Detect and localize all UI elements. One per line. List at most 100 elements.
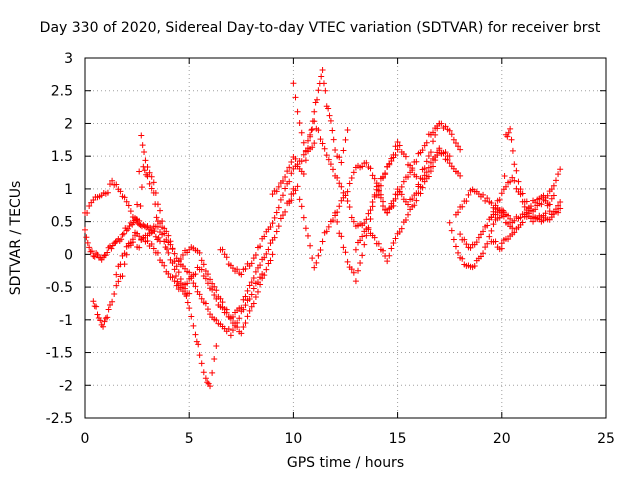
data-point [286, 178, 293, 185]
data-point [294, 108, 301, 115]
data-point [511, 217, 518, 224]
data-point [425, 164, 432, 171]
data-point [388, 245, 395, 252]
data-point [519, 219, 526, 226]
data-point [446, 127, 453, 134]
data-point [171, 278, 178, 285]
data-point [257, 262, 264, 269]
data-point [102, 252, 109, 259]
data-point [121, 250, 128, 257]
data-point [250, 255, 257, 262]
data-point [269, 251, 276, 258]
data-point [302, 157, 309, 164]
x-axis-label: GPS time / hours [286, 455, 405, 471]
data-point [432, 157, 439, 164]
data-point [209, 280, 216, 287]
data-point [482, 244, 489, 251]
data-point [240, 296, 247, 303]
data-point [207, 276, 214, 283]
data-point [298, 203, 305, 210]
data-point [455, 209, 462, 216]
data-point [86, 203, 93, 210]
data-point [384, 163, 391, 170]
data-point [457, 172, 464, 179]
data-point [165, 249, 172, 256]
data-point [352, 278, 359, 285]
data-point [319, 140, 326, 147]
data-point [104, 314, 111, 321]
data-point [246, 307, 253, 314]
data-point [527, 203, 534, 210]
data-point [213, 317, 220, 324]
data-point [143, 224, 150, 231]
data-point [317, 246, 324, 253]
y-tick-label: 2 [64, 116, 73, 132]
data-point [425, 153, 432, 160]
data-point [275, 183, 282, 190]
data-point [213, 287, 220, 294]
data-point [263, 250, 270, 257]
data-point [390, 239, 397, 246]
data-point [148, 241, 155, 248]
data-point [504, 133, 511, 140]
data-point [298, 129, 305, 136]
data-point [352, 246, 359, 253]
data-point [277, 196, 284, 203]
series-sat-track-12 [352, 147, 464, 265]
data-point [186, 269, 193, 276]
data-point [150, 179, 157, 186]
grid-lines [84, 57, 607, 419]
data-point [254, 288, 261, 295]
data-point [350, 169, 357, 176]
data-point [348, 174, 355, 181]
data-point [192, 331, 199, 338]
data-point [119, 273, 126, 280]
data-point [375, 240, 382, 247]
data-point [415, 181, 422, 188]
data-point [248, 303, 255, 310]
data-point [248, 279, 255, 286]
y-tick-label: -1.5 [46, 346, 73, 362]
data-point [386, 205, 393, 212]
data-point [136, 217, 143, 224]
x-tick-label: 5 [185, 431, 194, 447]
data-point [350, 218, 357, 225]
data-point [480, 250, 487, 257]
data-point [147, 224, 154, 231]
data-point [157, 220, 164, 227]
data-point [242, 265, 249, 272]
data-point [279, 192, 286, 199]
y-tick-label: 1 [64, 182, 73, 198]
data-point [184, 280, 191, 287]
data-point [290, 190, 297, 197]
series-sat-track-9 [290, 80, 401, 230]
data-point [546, 208, 553, 215]
data-point [411, 202, 418, 209]
data-point [207, 311, 214, 318]
x-tick-label: 10 [284, 431, 302, 447]
data-point [271, 214, 278, 221]
data-point [279, 212, 286, 219]
data-point [367, 207, 374, 214]
data-point [398, 183, 405, 190]
data-point [144, 163, 151, 170]
data-point [501, 173, 508, 180]
series-sat-track-1 [82, 163, 220, 390]
data-point [254, 279, 261, 286]
data-point [322, 87, 329, 94]
data-point [421, 178, 428, 185]
data-point [384, 258, 391, 265]
data-point [509, 147, 516, 154]
data-point [200, 261, 207, 268]
data-point [461, 236, 468, 243]
data-point [213, 343, 220, 349]
data-point [396, 188, 403, 195]
data-point [144, 237, 151, 244]
data-point [430, 138, 437, 145]
series-sat-track-11 [332, 145, 453, 216]
data-point [369, 172, 376, 179]
data-point [236, 315, 243, 322]
data-point [405, 211, 412, 218]
data-point [129, 239, 136, 246]
data-point [152, 223, 159, 230]
